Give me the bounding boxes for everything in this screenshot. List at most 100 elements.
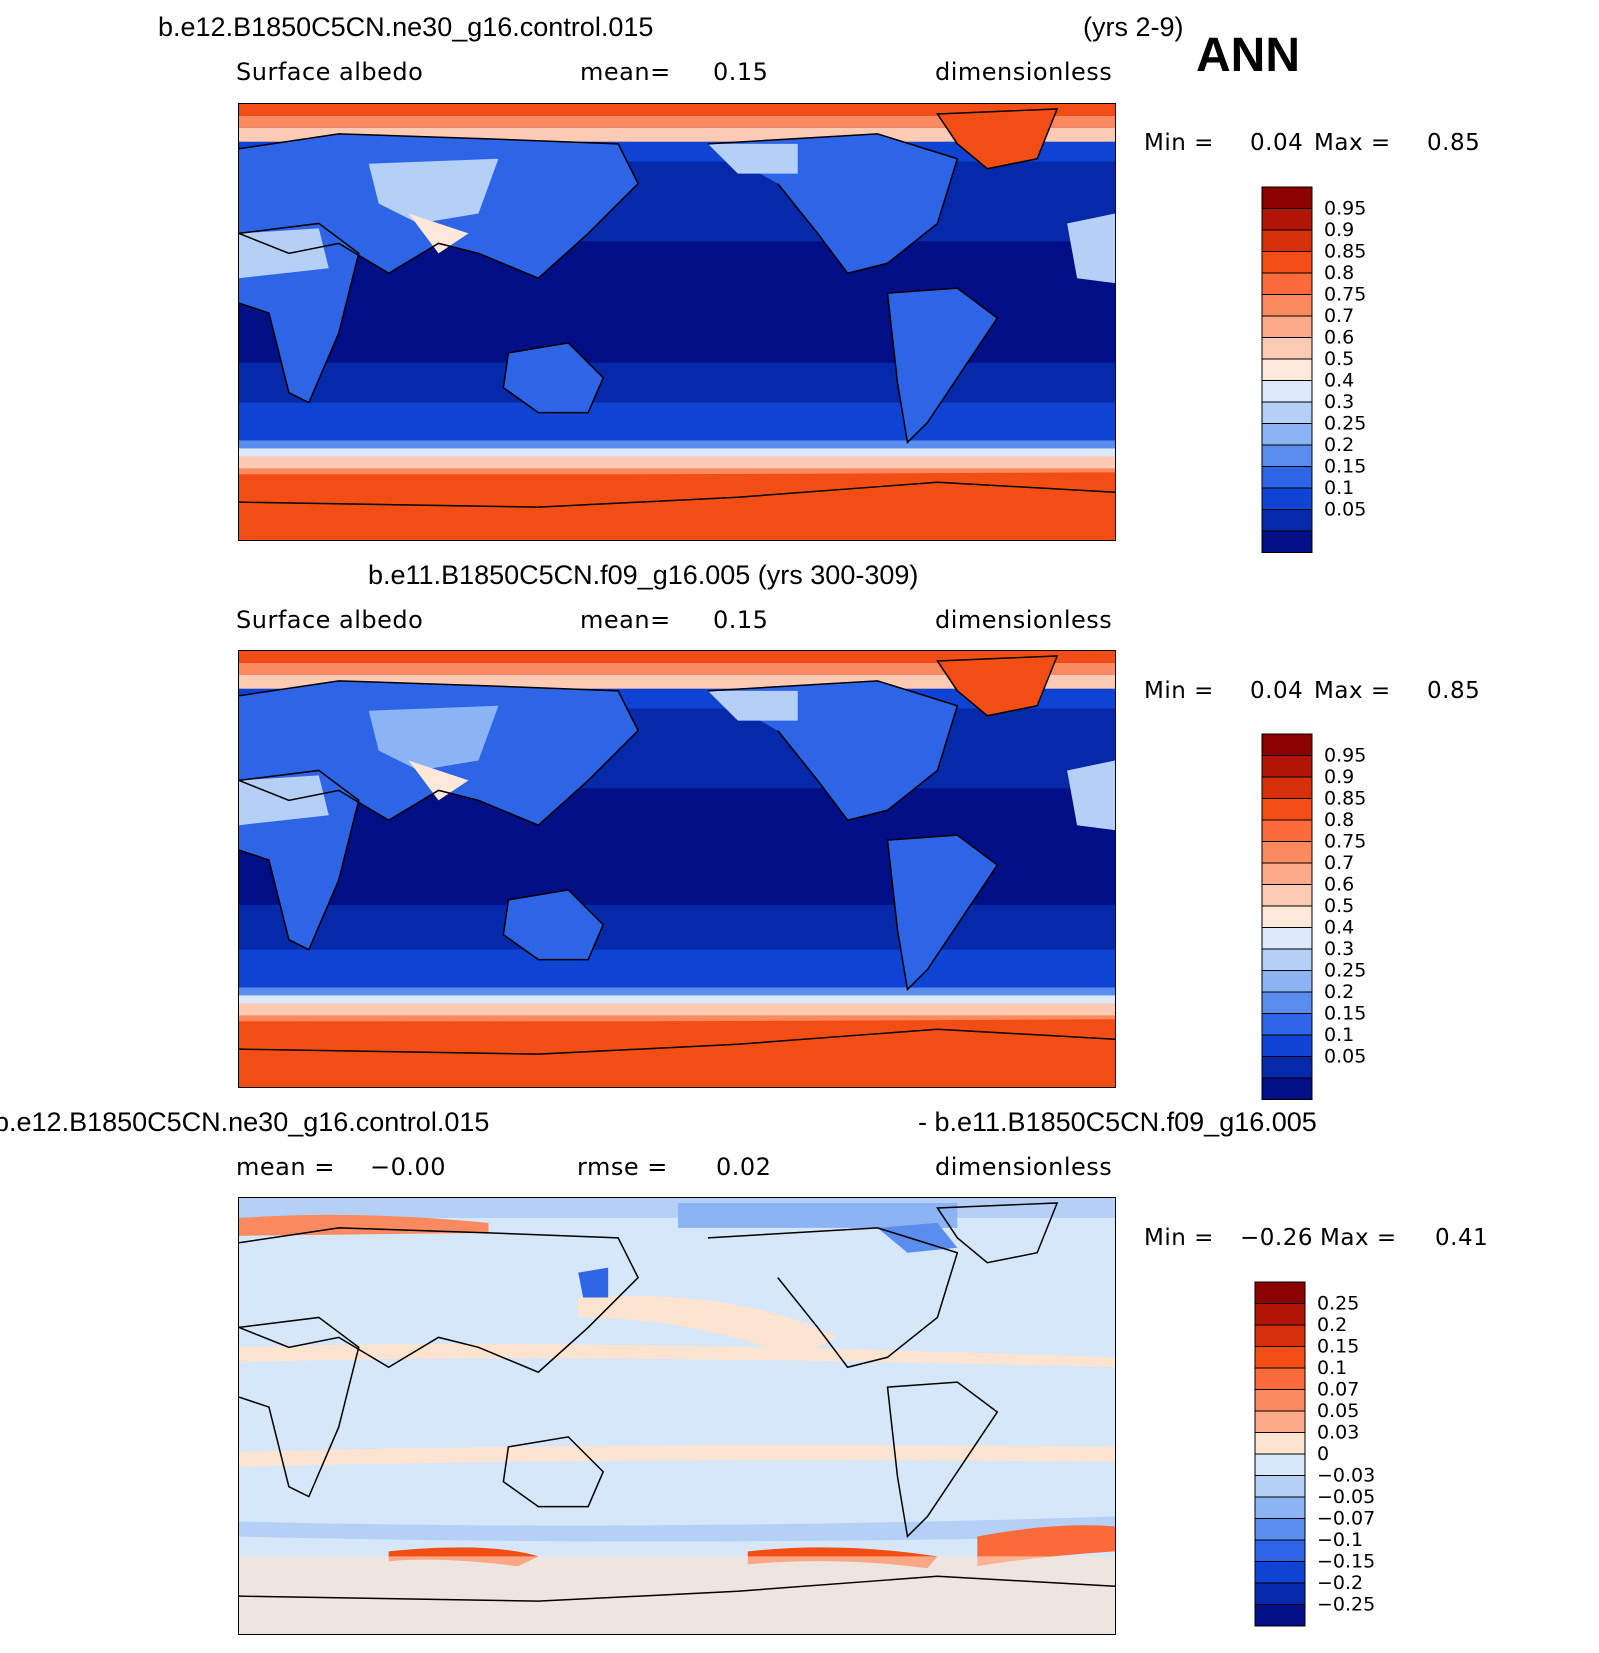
- panel2-min-value: 0.04: [1250, 678, 1304, 704]
- colorbar-swatch: [1261, 798, 1313, 821]
- panel1-colorbar: 0.95 0.9 0.85 0.8 0.75 0.7 0.6 0.5 0.4 0.3 0.25 0.2…: [1261, 186, 1442, 562]
- colorbar-tick-label: 0.05: [1317, 1400, 1359, 1422]
- colorbar-swatch: [1261, 401, 1313, 424]
- colorbar-tick-label: 0.8: [1324, 809, 1354, 831]
- colorbar-tick-label: 0.75: [1324, 284, 1366, 306]
- colorbar-tick-label: 0.25: [1324, 960, 1366, 982]
- colorbar-swatch: [1254, 1432, 1306, 1455]
- colorbar-swatch: [1261, 1013, 1313, 1036]
- panel2-max-value: 0.85: [1427, 678, 1481, 704]
- colorbar-tick-label: 0.75: [1324, 831, 1366, 853]
- colorbar-swatch: [1261, 530, 1313, 553]
- colorbar-tick-label: −0.15: [1317, 1551, 1375, 1573]
- colorbar-tick-label: −0.1: [1317, 1529, 1363, 1551]
- colorbar-swatch: [1261, 337, 1313, 360]
- panel3-title-left: b.e12.B1850C5CN.ne30_g16.control.015: [0, 1107, 490, 1137]
- colorbar-tick-label: 0.05: [1324, 499, 1366, 521]
- colorbar-tick-label: 0.25: [1317, 1293, 1359, 1315]
- panel3-min-value: −0.26: [1240, 1225, 1313, 1251]
- colorbar-swatch: [1261, 294, 1313, 317]
- colorbar-tick-label: 0.2: [1324, 981, 1354, 1003]
- panel1-title-right: (yrs 2-9): [1083, 12, 1184, 42]
- colorbar-swatch: [1261, 905, 1313, 928]
- colorbar-swatch: [1261, 884, 1313, 907]
- colorbar-swatch: [1254, 1604, 1306, 1627]
- panel3-colorbar: 0.25 0.2 0.15 0.1 0.07 0.05 0.03 0 −0.03 −0.05 −0.…: [1254, 1281, 1435, 1635]
- panel2-mean-value: 0.15: [713, 606, 769, 634]
- panel2-colorbar: 0.95 0.9 0.85 0.8 0.75 0.7 0.6 0.5 0.4 0.3 0.25 0.2…: [1261, 733, 1442, 1109]
- panel3-map: [238, 1197, 1116, 1635]
- colorbar-swatch: [1261, 208, 1313, 231]
- panel3-rmse-label: rmse =: [577, 1153, 668, 1181]
- colorbar-swatch: [1254, 1582, 1306, 1605]
- colorbar-swatch: [1261, 186, 1313, 209]
- panel1-max-label: Max =: [1314, 130, 1391, 156]
- colorbar-tick-label: 0.7: [1324, 305, 1354, 327]
- colorbar-swatch: [1261, 509, 1313, 532]
- colorbar-swatch: [1254, 1367, 1306, 1390]
- colorbar-tick-label: 0.15: [1317, 1336, 1359, 1358]
- colorbar-swatch: [1261, 380, 1313, 403]
- colorbar-tick-label: 0.85: [1324, 241, 1366, 263]
- colorbar-tick-label: 0.1: [1324, 1024, 1354, 1046]
- colorbar-swatch: [1261, 948, 1313, 971]
- colorbar-tick-label: 0.95: [1324, 745, 1366, 767]
- colorbar-swatch: [1254, 1561, 1306, 1584]
- panel2-mean-label: mean=: [580, 606, 671, 634]
- colorbar-swatch: [1261, 466, 1313, 489]
- panel1-field-name: Surface albedo: [236, 58, 424, 86]
- colorbar-tick-label: 0.3: [1324, 391, 1354, 413]
- colorbar-tick-label: 0.07: [1317, 1379, 1359, 1401]
- colorbar-tick-label: 0.3: [1324, 938, 1354, 960]
- colorbar-tick-label: 0.4: [1324, 370, 1354, 392]
- colorbar-tick-label: 0.9: [1324, 219, 1354, 241]
- colorbar-tick-label: 0.9: [1324, 766, 1354, 788]
- colorbar-swatch: [1261, 251, 1313, 274]
- colorbar-tick-label: 0.15: [1324, 1003, 1366, 1025]
- colorbar-swatch: [1261, 841, 1313, 864]
- colorbar-swatch: [1261, 1077, 1313, 1100]
- colorbar-tick-label: 0.15: [1324, 456, 1366, 478]
- colorbar-swatch: [1261, 819, 1313, 842]
- colorbar-swatch: [1261, 1034, 1313, 1057]
- colorbar-swatch: [1261, 927, 1313, 950]
- panel3-title-right: - b.e11.B1850C5CN.f09_g16.005: [918, 1107, 1317, 1137]
- colorbar-swatch: [1254, 1410, 1306, 1433]
- panel3-min-label: Min =: [1144, 1225, 1214, 1251]
- colorbar-tick-label: 0.8: [1324, 262, 1354, 284]
- colorbar-swatch: [1254, 1324, 1306, 1347]
- colorbar-swatch: [1261, 970, 1313, 993]
- colorbar-tick-label: 0.25: [1324, 413, 1366, 435]
- colorbar-swatch: [1254, 1303, 1306, 1326]
- colorbar-swatch: [1261, 733, 1313, 756]
- colorbar-tick-label: 0.85: [1324, 788, 1366, 810]
- colorbar-swatch: [1261, 315, 1313, 338]
- colorbar-swatch: [1261, 991, 1313, 1014]
- colorbar-swatch: [1261, 358, 1313, 381]
- colorbar-tick-label: 0.1: [1324, 477, 1354, 499]
- colorbar-swatch: [1261, 444, 1313, 467]
- colorbar-swatch: [1261, 229, 1313, 252]
- panel2-min-label: Min =: [1144, 678, 1214, 704]
- colorbar-svg: 0.950.90.850.80.750.70.60.50.40.30.250.2…: [1261, 186, 1366, 553]
- colorbar-tick-label: 0.2: [1324, 434, 1354, 456]
- colorbar-tick-label: 0: [1317, 1443, 1329, 1465]
- colorbar-svg: 0.950.90.850.80.750.70.60.50.40.30.250.2…: [1261, 733, 1366, 1100]
- colorbar-svg: 0.250.20.150.10.070.050.030−0.03−0.05−0.…: [1254, 1281, 1375, 1627]
- panel1-min-value: 0.04: [1250, 130, 1304, 156]
- panel2-units: dimensionless: [935, 606, 1113, 634]
- colorbar-tick-label: 0.4: [1324, 917, 1354, 939]
- colorbar-swatch: [1261, 776, 1313, 799]
- colorbar-swatch: [1254, 1453, 1306, 1476]
- colorbar-tick-label: −0.05: [1317, 1486, 1375, 1508]
- colorbar-tick-label: 0.1: [1317, 1357, 1347, 1379]
- panel3-max-value: 0.41: [1435, 1225, 1489, 1251]
- panel1-title-left: b.e12.B1850C5CN.ne30_g16.control.015: [158, 12, 654, 42]
- panel3-rmse-value: 0.02: [716, 1153, 772, 1181]
- panel1-mean-value: 0.15: [713, 58, 769, 86]
- panel3-units: dimensionless: [935, 1153, 1113, 1181]
- panel1-map: [238, 103, 1116, 541]
- panel1-units: dimensionless: [935, 58, 1113, 86]
- colorbar-tick-label: −0.2: [1317, 1572, 1363, 1594]
- colorbar-swatch: [1261, 272, 1313, 295]
